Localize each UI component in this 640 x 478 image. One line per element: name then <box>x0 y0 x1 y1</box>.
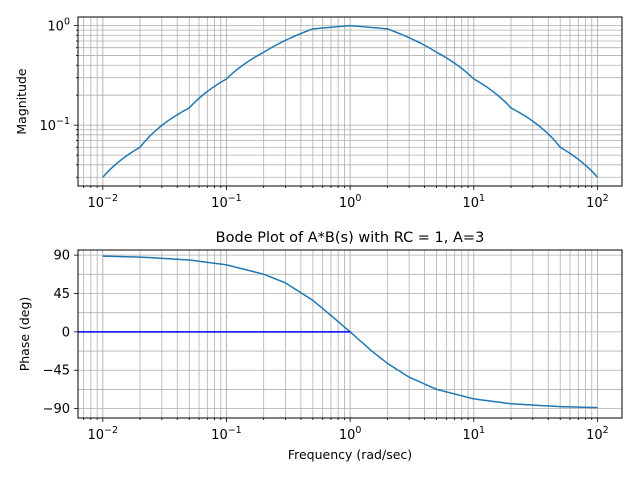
phase-y-axis-label: Phase (deg) <box>17 297 32 372</box>
phase-chart-title: Bode Plot of A*B(s) with RC = 1, A=3 <box>216 230 485 246</box>
y-tick-label: 0 <box>62 325 70 340</box>
x-tick-label: 101 <box>462 193 485 211</box>
magnitude-panel: 10−2 10−1 100 101 102 10−1 100 Magnitude <box>14 16 623 211</box>
y-tick-label: 90 <box>53 249 70 264</box>
y-tick-label: 100 <box>47 17 70 35</box>
x-tick-label: 102 <box>586 425 609 443</box>
phase-ticks: 10−2 10−1 100 101 102 90 45 0 −45 −90 <box>43 249 609 443</box>
phase-x-axis-label: Frequency (rad/sec) <box>288 447 412 462</box>
x-tick-label: 102 <box>586 193 609 211</box>
magnitude-ticks: 10−2 10−1 100 101 102 10−1 100 <box>39 17 608 211</box>
magnitude-grid <box>78 17 622 186</box>
x-tick-label: 100 <box>339 425 362 443</box>
x-tick-label: 10−1 <box>211 425 242 443</box>
x-tick-label: 10−1 <box>211 193 242 211</box>
x-tick-label: 100 <box>339 193 362 211</box>
phase-panel: 10−2 10−1 100 101 102 90 45 0 −45 −90 Bode Plot o… <box>17 230 623 462</box>
x-tick-label: 101 <box>462 425 485 443</box>
magnitude-series <box>102 24 598 178</box>
y-tick-label: 10−1 <box>39 116 70 134</box>
phase-grid <box>78 250 622 418</box>
y-tick-label: 45 <box>53 287 70 302</box>
magnitude-y-axis-label: Magnitude <box>14 68 29 135</box>
x-tick-label: 10−2 <box>88 193 119 211</box>
y-tick-label: −45 <box>43 364 70 379</box>
y-tick-label: −90 <box>43 402 70 417</box>
x-tick-label: 10−2 <box>88 425 119 443</box>
series-line <box>102 24 598 178</box>
phase-series <box>78 255 598 409</box>
